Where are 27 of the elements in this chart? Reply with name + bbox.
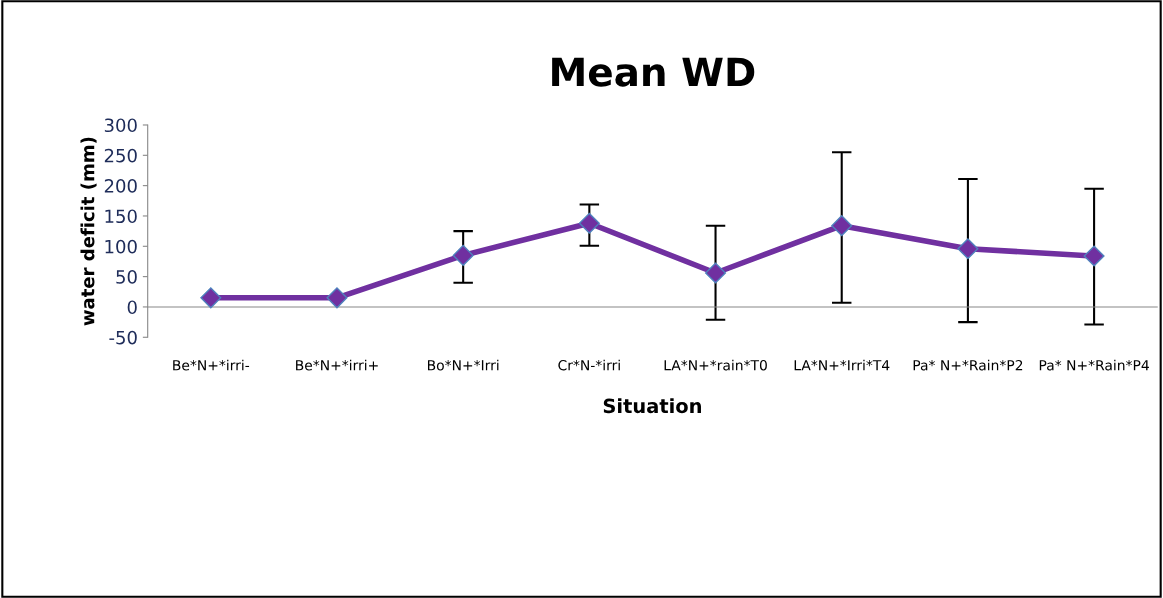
x-tick-label: LA*N+*Irri*T4: [794, 359, 890, 371]
x-tick-label: Bo*N+*Irri: [427, 359, 499, 371]
point: [831, 215, 853, 237]
point: [452, 244, 474, 266]
y-tick-label: 300: [104, 118, 137, 133]
y-tick-label: 0: [127, 300, 137, 315]
point: [578, 212, 600, 234]
y-axis-title: water deficit (mm): [80, 137, 97, 326]
point: [1083, 245, 1105, 267]
x-tick-label: Pa* N+*Rain*P2: [913, 359, 1023, 371]
x-tick-label: Be*N+*irri-: [173, 359, 250, 371]
y-tick-label: 250: [104, 148, 137, 163]
point: [326, 287, 348, 309]
y-tick-label: 50: [116, 270, 137, 284]
x-tick-label: Pa* N+*Rain*P4: [1039, 359, 1149, 371]
x-axis-title: Situation: [603, 398, 701, 414]
x-tick-label: LA*N+*rain*T0: [664, 359, 767, 371]
x-tick-label: Be*N+*irri+: [296, 359, 378, 371]
y-tick-label: 100: [105, 239, 137, 254]
y-tick-label: -50: [109, 330, 137, 345]
point: [705, 262, 727, 284]
point: [957, 238, 979, 260]
x-tick-label: Cr*N-*irri: [558, 359, 620, 371]
chart-title: Mean WD: [552, 57, 755, 87]
y-tick-label: 200: [104, 179, 137, 193]
y-tick-label: 150: [105, 209, 137, 224]
point: [200, 287, 222, 309]
